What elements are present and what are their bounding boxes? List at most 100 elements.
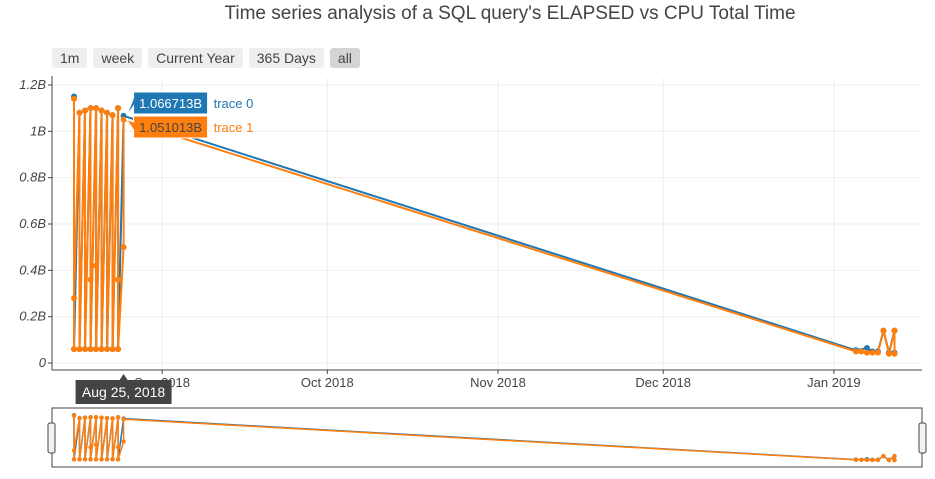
range-button-3[interactable]: 365 Days <box>248 48 324 68</box>
hover-box <box>125 115 209 139</box>
data-point[interactable] <box>109 346 116 353</box>
y-tick-label: 0.4B <box>19 262 46 277</box>
slider-data-point[interactable] <box>886 457 892 463</box>
range-button-4[interactable]: all <box>329 48 360 68</box>
slider-data-point[interactable] <box>110 416 115 421</box>
range-slider-handle-right[interactable] <box>918 422 927 454</box>
range-slider-handle-left[interactable] <box>47 422 56 454</box>
hover-value: 1.051013B <box>139 120 202 135</box>
data-point[interactable] <box>858 348 865 355</box>
data-point[interactable] <box>82 346 89 353</box>
hover-x-label: Aug 25, 2018 <box>75 374 172 404</box>
data-point[interactable] <box>891 350 898 357</box>
data-point[interactable] <box>874 349 881 356</box>
data-point[interactable] <box>115 276 122 283</box>
slider-data-point[interactable] <box>82 415 88 420</box>
x-tick-label: Dec 2018 <box>635 375 691 390</box>
hover-value: 1.066713B <box>139 96 202 111</box>
x-tick-label: Oct 2018 <box>301 375 354 390</box>
hover-box <box>126 91 209 117</box>
slider-data-point[interactable] <box>110 457 115 462</box>
data-point[interactable] <box>93 346 100 353</box>
y-tick-label: 1B <box>30 123 46 138</box>
slider-data-point[interactable] <box>859 457 864 462</box>
slider-data-point[interactable] <box>892 453 897 459</box>
slider-series-1 <box>71 413 897 463</box>
slider-data-point[interactable] <box>99 457 104 462</box>
data-point[interactable] <box>885 350 892 357</box>
slider-data-point[interactable] <box>93 415 99 420</box>
data-point[interactable] <box>104 109 111 116</box>
data-point[interactable] <box>115 105 122 112</box>
data-point[interactable] <box>115 346 122 353</box>
range-button-2[interactable]: Current Year <box>148 48 243 68</box>
data-point[interactable] <box>71 95 78 102</box>
slider-data-point[interactable] <box>121 439 126 444</box>
slider-data-point[interactable] <box>88 457 93 462</box>
data-point[interactable] <box>104 346 111 353</box>
slider-data-point[interactable] <box>853 457 859 462</box>
data-point[interactable] <box>120 116 127 123</box>
data-point[interactable] <box>120 244 127 251</box>
data-point[interactable] <box>93 105 100 112</box>
data-point[interactable] <box>76 109 83 116</box>
slider-data-point[interactable] <box>115 445 121 450</box>
y-tick-label: 0 <box>39 355 47 370</box>
range-slider-preview <box>71 413 897 463</box>
slider-data-point[interactable] <box>864 457 870 463</box>
hover-series-name: trace 0 <box>214 96 254 111</box>
slider-data-point[interactable] <box>121 417 126 422</box>
data-point[interactable] <box>93 262 100 269</box>
slider-data-point[interactable] <box>77 415 82 421</box>
slider-data-point[interactable] <box>99 415 104 420</box>
data-point[interactable] <box>863 344 870 351</box>
data-point[interactable] <box>71 346 78 353</box>
y-tick-label: 0.6B <box>19 216 46 231</box>
data-point[interactable] <box>852 348 859 355</box>
slider-data-point[interactable] <box>71 413 77 418</box>
slider-data-point[interactable] <box>870 457 875 463</box>
slider-data-point[interactable] <box>881 453 886 459</box>
y-tick-label: 0.8B <box>19 170 46 185</box>
data-point[interactable] <box>891 327 898 334</box>
slider-data-point[interactable] <box>77 457 82 462</box>
data-point[interactable] <box>76 346 83 353</box>
x-tick-label: Nov 2018 <box>470 375 526 390</box>
slider-data-point[interactable] <box>88 445 93 450</box>
range-button-0[interactable]: 1m <box>52 48 88 68</box>
hover-label-0: 1.066713B trace 0 <box>126 91 254 117</box>
gridlines <box>52 78 922 370</box>
slider-data-point[interactable] <box>88 415 93 420</box>
data-point[interactable] <box>109 112 116 119</box>
slider-data-point[interactable] <box>82 457 88 462</box>
slider-data-point[interactable] <box>104 457 110 462</box>
data-point[interactable] <box>87 346 94 353</box>
x-tick-label: Jan 2019 <box>807 375 861 390</box>
range-slider[interactable] <box>51 407 923 468</box>
slider-data-point[interactable] <box>115 415 121 420</box>
slider-data-point[interactable] <box>115 457 121 462</box>
slider-data-point[interactable] <box>71 457 77 462</box>
chart-title: Time series analysis of a SQL query's EL… <box>224 3 796 24</box>
slider-data-point[interactable] <box>93 457 99 462</box>
slider-data-point[interactable] <box>71 448 77 453</box>
y-tick-label: 1.2B <box>19 77 46 92</box>
data-point[interactable] <box>863 349 870 356</box>
data-point[interactable] <box>87 105 94 112</box>
range-button-1[interactable]: week <box>93 48 143 68</box>
slider-data-point[interactable] <box>892 457 897 463</box>
data-point[interactable] <box>869 349 876 356</box>
data-point[interactable] <box>98 107 105 114</box>
hover-series-name: trace 1 <box>214 120 254 135</box>
slider-data-point[interactable] <box>104 415 110 421</box>
data-point[interactable] <box>98 346 105 353</box>
y-tick-label: 0.2B <box>19 309 46 324</box>
data-point[interactable] <box>82 107 89 114</box>
data-point[interactable] <box>87 276 94 283</box>
slider-data-point[interactable] <box>93 442 99 447</box>
data-point[interactable] <box>880 327 887 334</box>
slider-data-point[interactable] <box>875 457 881 463</box>
data-point[interactable] <box>71 295 78 302</box>
hover-x-text: Aug 25, 2018 <box>82 384 166 400</box>
